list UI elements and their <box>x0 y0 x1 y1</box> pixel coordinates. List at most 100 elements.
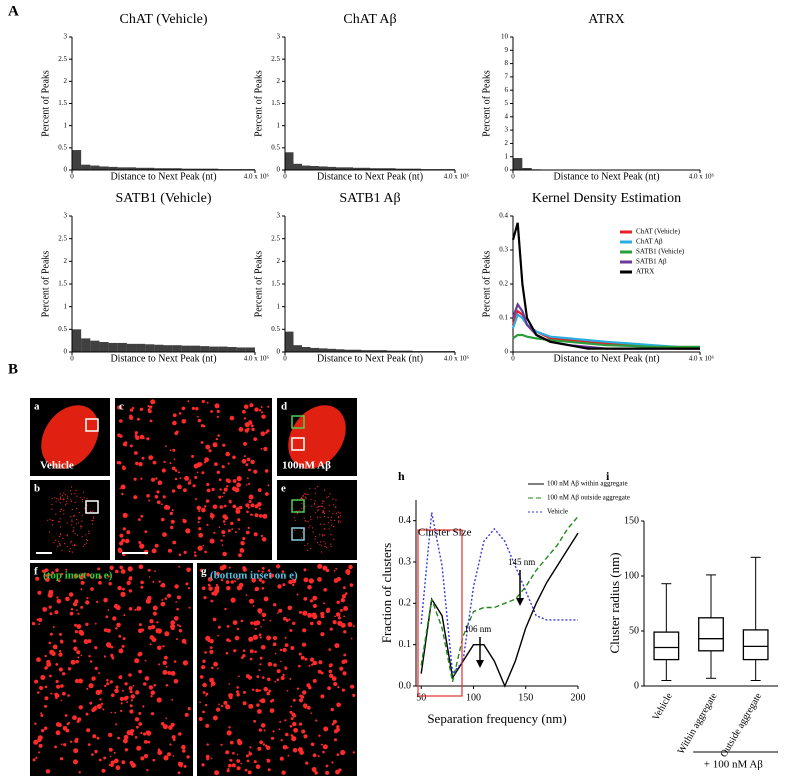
spot <box>78 522 80 524</box>
spot <box>38 751 41 754</box>
bar <box>404 350 413 352</box>
micrograph: g (bottom inset on e) <box>197 563 357 776</box>
spot <box>103 756 107 760</box>
spot <box>79 631 85 636</box>
spot <box>126 580 131 586</box>
spot <box>229 415 235 421</box>
spot <box>81 536 83 538</box>
spot <box>242 409 246 414</box>
spot <box>261 414 266 419</box>
spot <box>290 734 294 737</box>
bar <box>200 346 210 352</box>
bar <box>361 167 370 170</box>
spot <box>320 632 325 637</box>
spot <box>309 599 314 603</box>
spot <box>59 496 61 498</box>
spot <box>228 763 232 768</box>
spot <box>100 702 104 706</box>
spot <box>75 660 80 664</box>
spot <box>74 678 80 684</box>
spot <box>225 651 229 655</box>
spot <box>114 688 119 694</box>
spot <box>332 719 337 724</box>
spot <box>207 583 211 587</box>
y-tick-label: 1.5 <box>58 280 67 288</box>
spot <box>187 587 191 590</box>
spot <box>88 655 91 658</box>
spot <box>280 676 285 680</box>
spot <box>65 596 70 602</box>
spot <box>258 514 263 518</box>
spot <box>307 585 312 590</box>
spot <box>81 525 83 527</box>
spot <box>45 577 50 582</box>
spot <box>270 736 275 740</box>
spot <box>305 498 307 500</box>
legend-label: 100 nM Aβ within aggregate <box>547 480 628 488</box>
spot <box>312 678 317 683</box>
spot <box>187 481 192 485</box>
spot <box>171 466 176 471</box>
spot <box>318 734 321 737</box>
bar <box>336 349 345 352</box>
spot <box>44 704 47 708</box>
spot <box>253 469 258 474</box>
spot <box>236 690 239 694</box>
bar <box>336 167 345 170</box>
spot <box>258 507 261 510</box>
spot <box>66 500 68 502</box>
spot <box>236 692 240 697</box>
spot <box>211 666 214 670</box>
spot <box>93 516 95 518</box>
spot <box>288 618 291 621</box>
spot <box>85 534 87 536</box>
spot <box>165 684 169 687</box>
spot <box>245 594 248 596</box>
spot <box>117 585 122 591</box>
spot <box>37 691 40 694</box>
spot <box>70 542 72 544</box>
spot <box>92 517 94 520</box>
spot <box>167 548 172 553</box>
spot <box>301 537 303 539</box>
y-tick-label: 4 <box>505 112 509 120</box>
inset-box <box>85 418 99 432</box>
spot <box>124 748 129 752</box>
y-axis-label: Percent of Peaks <box>481 70 492 137</box>
spot <box>64 543 66 545</box>
spot <box>235 509 241 514</box>
spot <box>157 645 162 651</box>
spot <box>103 655 106 658</box>
spot <box>247 506 250 509</box>
spot <box>303 734 308 739</box>
spot <box>60 743 63 746</box>
spot <box>129 690 133 694</box>
spot <box>265 745 271 751</box>
spot <box>292 721 297 727</box>
spot <box>261 612 267 618</box>
spot <box>301 498 303 500</box>
spot <box>343 615 345 618</box>
spot <box>304 493 306 495</box>
panel-label: A <box>8 3 19 19</box>
y-tick-label: 50 <box>629 625 639 636</box>
spot <box>228 726 231 729</box>
spot <box>237 740 243 746</box>
spot <box>282 744 288 750</box>
spot <box>143 753 149 759</box>
spot <box>319 516 321 518</box>
spot <box>31 621 36 626</box>
spot <box>231 763 236 768</box>
spot <box>283 616 287 621</box>
spot <box>197 521 200 524</box>
spot <box>285 732 289 737</box>
spot <box>41 569 46 573</box>
spot <box>321 545 323 547</box>
spot <box>236 476 242 482</box>
spot <box>149 619 154 624</box>
spot <box>98 575 102 579</box>
spot <box>175 601 178 603</box>
spot <box>156 490 160 494</box>
spot <box>78 511 80 514</box>
spot <box>150 712 155 716</box>
